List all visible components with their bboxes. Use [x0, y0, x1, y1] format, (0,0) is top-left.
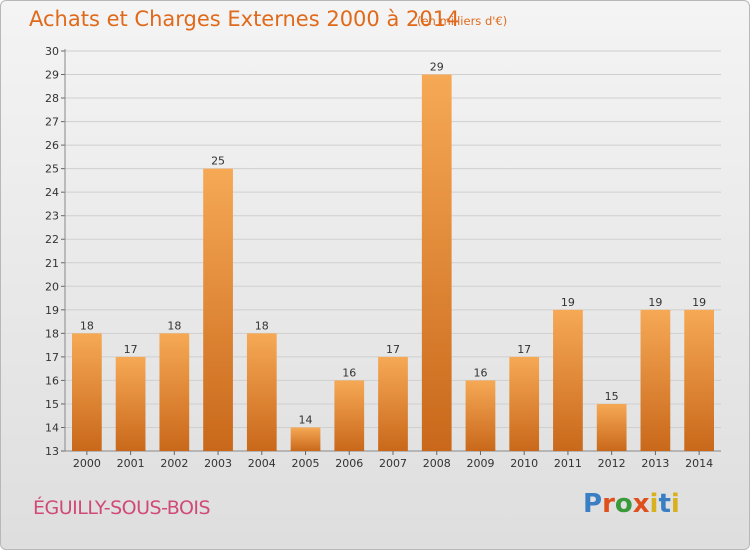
y-tick-label: 26 — [45, 139, 59, 152]
y-tick-label: 16 — [45, 374, 59, 387]
y-tick-label: 14 — [45, 421, 59, 434]
y-tick-label: 28 — [45, 92, 59, 105]
y-tick-label: 22 — [45, 233, 59, 246]
value-label-2009: 16 — [473, 366, 487, 379]
y-tick-label: 20 — [45, 280, 59, 293]
x-tick-label-2002: 2002 — [160, 457, 188, 470]
y-tick-label: 19 — [45, 304, 59, 317]
bar-2006 — [334, 380, 365, 451]
bar-2013 — [640, 309, 671, 451]
y-tick-label: 13 — [45, 445, 59, 458]
value-label-2004: 18 — [255, 319, 269, 332]
y-tick-label: 29 — [45, 69, 59, 82]
x-tick-label-2011: 2011 — [554, 457, 582, 470]
logo-letter: i — [670, 489, 680, 519]
bar-2010 — [509, 356, 540, 451]
bar-2012 — [596, 403, 627, 451]
y-tick-label: 21 — [45, 257, 59, 270]
x-tick-label-2004: 2004 — [248, 457, 276, 470]
x-tick-label-2009: 2009 — [466, 457, 494, 470]
value-label-2013: 19 — [648, 296, 662, 309]
logo-letter: r — [602, 489, 615, 519]
x-tick-label-2000: 2000 — [73, 457, 101, 470]
bar-2003 — [203, 168, 233, 451]
value-label-2007: 17 — [386, 343, 400, 356]
value-label-2012: 15 — [605, 390, 619, 403]
value-label-2014: 19 — [692, 296, 706, 309]
value-label-2008: 29 — [430, 61, 444, 74]
bar-2009 — [465, 380, 496, 451]
y-tick-label: 15 — [45, 398, 59, 411]
bar-2004 — [246, 333, 277, 451]
value-label-2003: 25 — [211, 155, 225, 168]
bar-2008 — [421, 74, 452, 451]
chart-title: Achats et Charges Externes 2000 à 2014 — [29, 7, 460, 31]
value-label-2011: 19 — [561, 296, 575, 309]
bar-2002 — [159, 333, 190, 451]
value-label-2010: 17 — [517, 343, 531, 356]
x-tick-label-2007: 2007 — [379, 457, 407, 470]
value-label-2005: 14 — [299, 413, 313, 426]
y-tick-label: 18 — [45, 327, 59, 340]
y-tick-label: 27 — [45, 116, 59, 129]
logo-letter: P — [583, 489, 603, 519]
x-tick-label-2003: 2003 — [204, 457, 232, 470]
y-tick-label: 30 — [45, 45, 59, 58]
x-tick-label-2012: 2012 — [598, 457, 626, 470]
x-tick-label-2001: 2001 — [117, 457, 145, 470]
logo-letter: i — [649, 489, 659, 519]
city-name: ÉGUILLY-SOUS-BOIS — [33, 497, 211, 519]
x-tick-label-2008: 2008 — [423, 457, 451, 470]
x-tick-label-2005: 2005 — [292, 457, 320, 470]
bar-2005 — [290, 427, 321, 451]
bar-2007 — [378, 356, 408, 451]
x-tick-label-2010: 2010 — [510, 457, 538, 470]
chart-unit: (en milliers d'€) — [417, 14, 508, 28]
y-tick-label: 24 — [45, 186, 59, 199]
bar-2001 — [115, 356, 146, 451]
x-tick-label-2013: 2013 — [641, 457, 669, 470]
value-label-2002: 18 — [167, 319, 181, 332]
bar-layer: 18 17 18 25 18 14 16 17 29 16 17 19 15 19 19 — [71, 61, 715, 451]
x-tick-label-2014: 2014 — [685, 457, 713, 470]
value-label-2006: 16 — [342, 366, 356, 379]
logo-letter: x — [632, 489, 650, 519]
value-label-2001: 17 — [124, 343, 138, 356]
bar-2000 — [71, 333, 102, 451]
logo-letter: o — [614, 489, 633, 519]
x-tick-label-2006: 2006 — [335, 457, 363, 470]
y-tick-label: 23 — [45, 210, 59, 223]
y-tick-label: 25 — [45, 163, 59, 176]
proxiti-logo: Proxiti — [583, 489, 680, 519]
bar-2011 — [553, 309, 583, 451]
bar-2014 — [684, 309, 715, 451]
value-label-2000: 18 — [80, 319, 94, 332]
y-tick-label: 17 — [45, 351, 59, 364]
logo-letter: t — [658, 489, 671, 519]
